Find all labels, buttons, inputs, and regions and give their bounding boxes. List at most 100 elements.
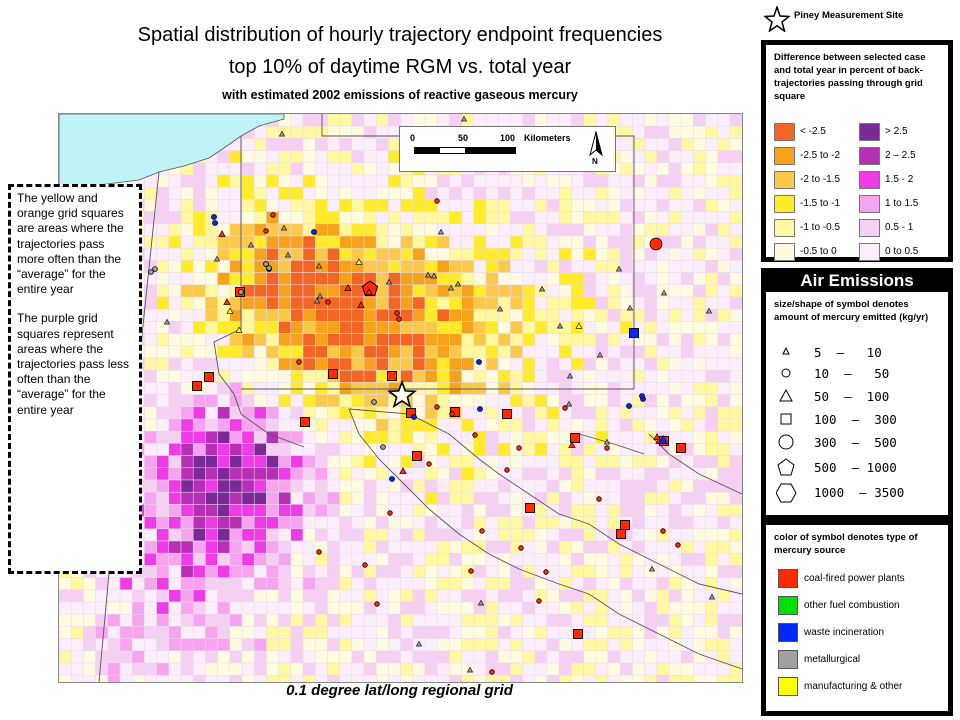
emission-source-circle[interactable] [434, 198, 440, 204]
emission-source-circle[interactable] [604, 445, 610, 451]
emission-source-triangle[interactable] [538, 285, 546, 292]
emission-source-circle[interactable] [148, 269, 154, 275]
emission-source-circle[interactable] [468, 568, 474, 574]
emission-source-circle[interactable] [212, 220, 218, 226]
emission-source-square[interactable] [620, 520, 630, 530]
emission-source-circle[interactable] [516, 445, 522, 451]
emission-source-pentagon[interactable] [361, 280, 379, 296]
emission-source-circle[interactable] [426, 461, 432, 467]
emission-source-circle[interactable] [536, 598, 542, 604]
emission-source-triangle[interactable] [615, 265, 623, 272]
emission-source-triangle[interactable] [223, 298, 231, 305]
emission-source-triangle[interactable] [496, 305, 504, 312]
emission-source-triangle[interactable] [568, 441, 576, 448]
emission-source-square[interactable] [406, 408, 416, 418]
emission-source-triangle[interactable] [708, 593, 716, 600]
emission-source-circle[interactable] [238, 289, 244, 295]
emission-source-circle[interactable] [152, 266, 158, 272]
emission-source-triangle[interactable] [415, 640, 423, 647]
emission-source-circle[interactable] [394, 310, 400, 316]
emission-source-circle[interactable] [596, 496, 602, 502]
emission-source-circle[interactable] [380, 444, 386, 450]
emission-source-circle[interactable] [639, 393, 645, 399]
emission-source-triangle[interactable] [218, 230, 226, 237]
emission-source-triangle[interactable] [466, 666, 474, 673]
emission-source-circle[interactable] [296, 359, 302, 365]
emission-source-circle[interactable] [387, 510, 393, 516]
emission-source-triangle[interactable] [657, 434, 669, 444]
emission-source-triangle[interactable] [705, 307, 713, 314]
emission-source-square[interactable] [629, 328, 639, 338]
emission-source-triangle[interactable] [315, 262, 323, 269]
emission-source-circle[interactable] [649, 237, 663, 251]
emission-source-circle[interactable] [211, 214, 217, 220]
emission-source-triangle[interactable] [566, 372, 574, 379]
emission-source-triangle[interactable] [430, 272, 438, 279]
emission-source-square[interactable] [328, 369, 338, 379]
emission-source-circle[interactable] [371, 399, 377, 405]
emission-source-triangle[interactable] [477, 599, 485, 606]
emission-source-triangle[interactable] [355, 258, 363, 265]
emission-source-triangle[interactable] [316, 292, 324, 299]
emission-source-triangle[interactable] [447, 284, 455, 291]
emission-source-circle[interactable] [472, 432, 478, 438]
emission-source-triangle[interactable] [278, 130, 286, 137]
emission-source-square[interactable] [525, 503, 535, 513]
emission-source-triangle[interactable] [399, 467, 407, 474]
emission-source-circle[interactable] [504, 467, 510, 473]
emission-source-circle[interactable] [518, 545, 524, 551]
emission-source-triangle[interactable] [556, 322, 564, 329]
emission-source-triangle[interactable] [660, 289, 668, 296]
emission-source-square[interactable] [387, 371, 397, 381]
emission-source-triangle[interactable] [653, 433, 661, 440]
emission-source-triangle[interactable] [280, 224, 288, 231]
emission-source-circle[interactable] [325, 299, 331, 305]
emission-source-circle[interactable] [263, 261, 269, 267]
emission-source-circle[interactable] [374, 601, 380, 607]
emission-source-square[interactable] [300, 417, 310, 427]
emission-source-square[interactable] [616, 529, 626, 539]
emission-source-circle[interactable] [311, 229, 317, 235]
emission-source-circle[interactable] [477, 406, 483, 412]
emission-source-circle[interactable] [263, 228, 269, 234]
emission-source-circle[interactable] [449, 411, 455, 417]
emission-source-triangle[interactable] [313, 297, 321, 304]
emission-source-square[interactable] [570, 433, 580, 443]
emission-source-triangle[interactable] [365, 288, 373, 295]
emission-source-triangle[interactable] [565, 400, 573, 407]
emission-source-triangle[interactable] [385, 278, 393, 285]
piney-site-star[interactable] [387, 379, 417, 409]
emission-source-circle[interactable] [543, 569, 549, 575]
emission-source-circle[interactable] [316, 549, 322, 555]
emission-source-triangle[interactable] [226, 307, 234, 314]
emission-source-circle[interactable] [434, 404, 440, 410]
emission-source-triangle[interactable] [648, 565, 656, 572]
emission-source-circle[interactable] [479, 528, 485, 534]
emission-source-square[interactable] [502, 409, 512, 419]
emission-source-triangle[interactable] [575, 322, 583, 329]
emission-source-circle[interactable] [389, 476, 395, 482]
emission-source-square[interactable] [412, 451, 422, 461]
emission-source-circle[interactable] [489, 669, 495, 675]
grid-map[interactable]: 0 50 100 Kilometers N [58, 113, 743, 683]
emission-source-circle[interactable] [675, 542, 681, 548]
emission-source-triangle[interactable] [247, 241, 255, 248]
emission-source-triangle[interactable] [357, 301, 365, 308]
emission-source-square[interactable] [676, 443, 686, 453]
emission-source-triangle[interactable] [437, 228, 445, 235]
emission-source-circle[interactable] [396, 316, 402, 322]
emission-source-circle[interactable] [476, 359, 482, 365]
emission-source-circle[interactable] [626, 403, 632, 409]
emission-source-triangle[interactable] [163, 318, 171, 325]
emission-source-triangle[interactable] [424, 271, 432, 278]
emission-source-square[interactable] [573, 629, 583, 639]
emission-source-circle[interactable] [411, 414, 417, 420]
emission-source-circle[interactable] [362, 562, 368, 568]
emission-source-triangle[interactable] [596, 351, 604, 358]
emission-source-triangle[interactable] [344, 284, 352, 291]
emission-source-square[interactable] [192, 381, 202, 391]
emission-source-triangle[interactable] [213, 255, 221, 262]
emission-source-triangle[interactable] [460, 115, 468, 122]
emission-source-triangle[interactable] [454, 280, 462, 287]
emission-source-triangle[interactable] [235, 326, 243, 333]
